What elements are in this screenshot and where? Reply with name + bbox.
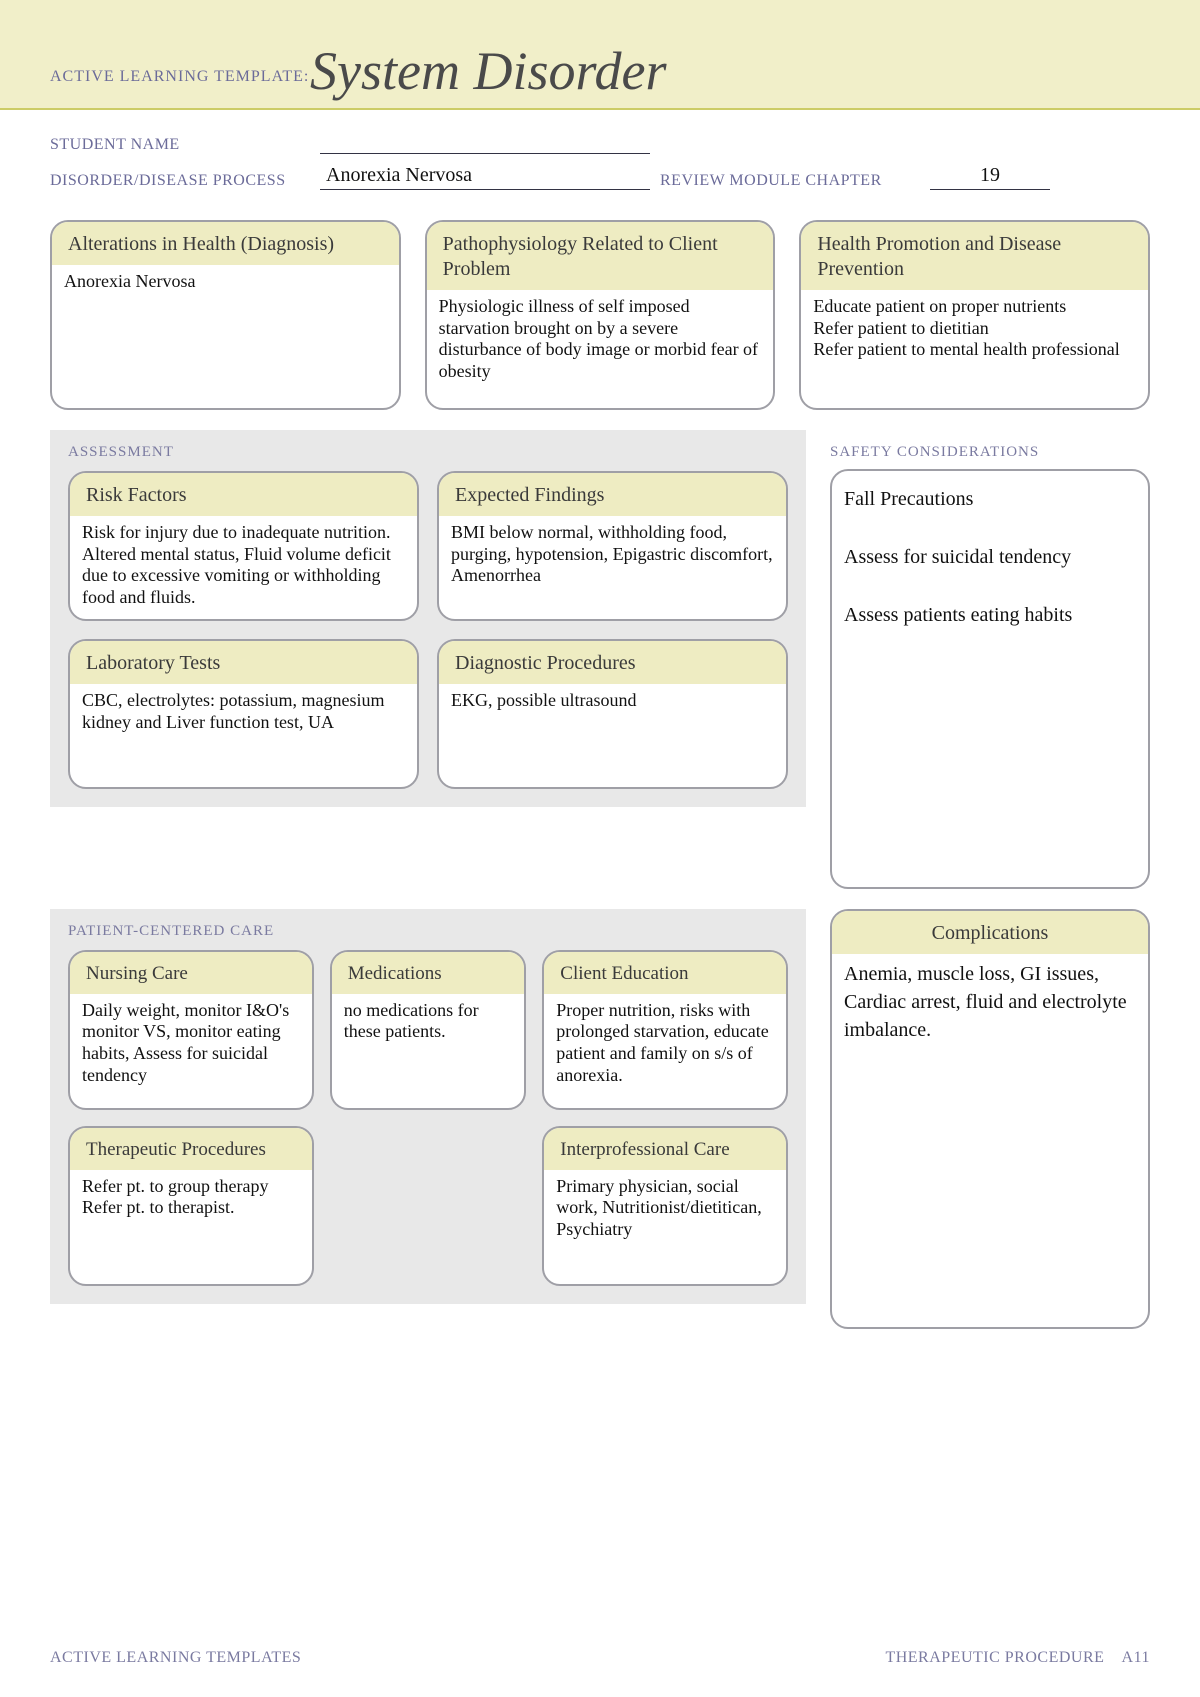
- complications-title: Complications: [832, 911, 1148, 954]
- review-module-label: REVIEW MODULE CHAPTER: [660, 171, 920, 190]
- footer-left: ACTIVE LEARNING TEMPLATES: [50, 1649, 301, 1667]
- assessment-safety-row: ASSESSMENT Risk Factors Risk for injury …: [0, 430, 1200, 889]
- assessment-grid: Risk Factors Risk for injury due to inad…: [68, 471, 788, 789]
- lab-tests-box: Laboratory Tests CBC, electrolytes: pota…: [68, 639, 419, 789]
- lab-tests-title: Laboratory Tests: [70, 641, 417, 684]
- assessment-section: ASSESSMENT Risk Factors Risk for injury …: [50, 430, 806, 807]
- expected-findings-box: Expected Findings BMI below normal, with…: [437, 471, 788, 621]
- promotion-title: Health Promotion and Disease Prevention: [801, 222, 1148, 290]
- complications-body[interactable]: Anemia, muscle loss, GI issues, Cardiac …: [832, 954, 1148, 1327]
- complications-column: Complications Anemia, muscle loss, GI is…: [830, 909, 1150, 1329]
- header-band: ACTIVE LEARNING TEMPLATE: System Disorde…: [0, 0, 1200, 110]
- alterations-box: Alterations in Health (Diagnosis) Anorex…: [50, 220, 401, 410]
- promotion-body[interactable]: Educate patient on proper nutrients Refe…: [801, 290, 1148, 408]
- assessment-section-label: ASSESSMENT: [68, 444, 788, 461]
- student-name-label: STUDENT NAME: [50, 136, 310, 154]
- footer-right-text: THERAPEUTIC PROCEDURE: [885, 1649, 1104, 1666]
- diagnostic-procedures-title: Diagnostic Procedures: [439, 641, 786, 684]
- lab-tests-body[interactable]: CBC, electrolytes: potassium, magnesium …: [70, 684, 417, 787]
- interprofessional-care-box: Interprofessional Care Primary physician…: [542, 1126, 788, 1286]
- nursing-care-box: Nursing Care Daily weight, monitor I&O's…: [68, 950, 314, 1110]
- alterations-body[interactable]: Anorexia Nervosa: [52, 265, 399, 408]
- interprofessional-care-title: Interprofessional Care: [544, 1128, 786, 1170]
- client-education-body[interactable]: Proper nutrition, risks with prolonged s…: [544, 994, 786, 1108]
- risk-factors-box: Risk Factors Risk for injury due to inad…: [68, 471, 419, 621]
- client-education-box: Client Education Proper nutrition, risks…: [542, 950, 788, 1110]
- expected-findings-title: Expected Findings: [439, 473, 786, 516]
- promotion-box: Health Promotion and Disease Prevention …: [799, 220, 1150, 410]
- nursing-care-body[interactable]: Daily weight, monitor I&O's monitor VS, …: [70, 994, 312, 1108]
- client-education-title: Client Education: [544, 952, 786, 994]
- expected-findings-body[interactable]: BMI below normal, withholding food, purg…: [439, 516, 786, 619]
- medications-body[interactable]: no medications for these patients.: [332, 994, 525, 1108]
- header-prefix: ACTIVE LEARNING TEMPLATE:: [50, 68, 309, 86]
- pcc-complications-row: PATIENT-CENTERED CARE Nursing Care Daily…: [0, 909, 1200, 1329]
- disorder-field[interactable]: Anorexia Nervosa: [320, 164, 650, 190]
- footer-page: A11: [1122, 1649, 1150, 1666]
- nursing-care-title: Nursing Care: [70, 952, 312, 994]
- pcc-section: PATIENT-CENTERED CARE Nursing Care Daily…: [50, 909, 806, 1304]
- patho-body[interactable]: Physiologic illness of self imposed star…: [427, 290, 774, 408]
- footer: ACTIVE LEARNING TEMPLATES THERAPEUTIC PR…: [0, 1649, 1200, 1667]
- medications-title: Medications: [332, 952, 525, 994]
- patho-title: Pathophysiology Related to Client Proble…: [427, 222, 774, 290]
- therapeutic-procedures-body[interactable]: Refer pt. to group therapy Refer pt. to …: [70, 1170, 312, 1284]
- alterations-title: Alterations in Health (Diagnosis): [52, 222, 399, 265]
- medications-box: Medications no medications for these pat…: [330, 950, 527, 1110]
- empty-cell: [330, 1126, 527, 1286]
- therapeutic-procedures-box: Therapeutic Procedures Refer pt. to grou…: [68, 1126, 314, 1286]
- safety-section-label: SAFETY CONSIDERATIONS: [830, 444, 1150, 461]
- risk-factors-body[interactable]: Risk for injury due to inadequate nutrit…: [70, 516, 417, 619]
- therapeutic-procedures-title: Therapeutic Procedures: [70, 1128, 312, 1170]
- diagnostic-procedures-body[interactable]: EKG, possible ultrasound: [439, 684, 786, 787]
- disorder-label: DISORDER/DISEASE PROCESS: [50, 172, 310, 190]
- safety-box: Fall Precautions Assess for suicidal ten…: [830, 469, 1150, 889]
- diagnostic-procedures-box: Diagnostic Procedures EKG, possible ultr…: [437, 639, 788, 789]
- footer-right: THERAPEUTIC PROCEDURE A11: [885, 1649, 1150, 1667]
- student-name-field[interactable]: [320, 128, 650, 154]
- pcc-section-label: PATIENT-CENTERED CARE: [68, 923, 788, 940]
- interprofessional-care-body[interactable]: Primary physician, social work, Nutritio…: [544, 1170, 786, 1284]
- pcc-grid: Nursing Care Daily weight, monitor I&O's…: [68, 950, 788, 1286]
- header-title: System Disorder: [310, 40, 666, 102]
- top-boxes-row: Alterations in Health (Diagnosis) Anorex…: [0, 200, 1200, 430]
- info-row: STUDENT NAME DISORDER/DISEASE PROCESS An…: [0, 110, 1200, 200]
- safety-column: SAFETY CONSIDERATIONS Fall Precautions A…: [830, 430, 1150, 889]
- safety-body[interactable]: Fall Precautions Assess for suicidal ten…: [832, 471, 1148, 887]
- page: ACTIVE LEARNING TEMPLATE: System Disorde…: [0, 0, 1200, 1697]
- review-module-field[interactable]: 19: [930, 164, 1050, 190]
- patho-box: Pathophysiology Related to Client Proble…: [425, 220, 776, 410]
- risk-factors-title: Risk Factors: [70, 473, 417, 516]
- complications-box: Complications Anemia, muscle loss, GI is…: [830, 909, 1150, 1329]
